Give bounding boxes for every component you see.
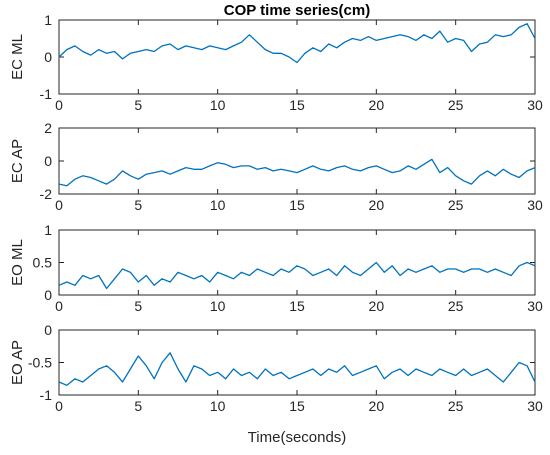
y-tick-label: 0 xyxy=(44,153,52,169)
x-tick-label: 25 xyxy=(448,298,464,314)
x-tick-label: 5 xyxy=(134,298,142,314)
plot-area xyxy=(58,229,536,296)
y-axis-label: EO AP xyxy=(9,340,26,385)
y-tick-label: -2 xyxy=(40,186,53,202)
plot-area xyxy=(58,19,536,95)
x-axis-label: Time(seconds) xyxy=(248,429,347,446)
x-tick-label: 15 xyxy=(289,298,305,314)
y-tick-label: 1 xyxy=(44,222,52,238)
series-line xyxy=(58,158,536,187)
x-tick-label: 30 xyxy=(527,398,543,414)
x-tick-label: 10 xyxy=(210,298,226,314)
x-tick-label: 20 xyxy=(369,298,385,314)
x-tick-label: 10 xyxy=(210,398,226,414)
plot-area xyxy=(58,329,536,396)
x-tick-label: 25 xyxy=(448,398,464,414)
x-tick-label: 20 xyxy=(369,197,385,213)
y-axis-label: EC AP xyxy=(9,139,26,183)
x-tick-label: 0 xyxy=(55,97,63,113)
y-axis-label: EO ML xyxy=(9,239,26,286)
x-tick-label: 0 xyxy=(55,197,63,213)
x-tick-label: 0 xyxy=(55,398,63,414)
y-tick-label: 0 xyxy=(44,49,52,65)
subplot-4: 0 5 10 15 20 25 30 -1 -0.5 0 EO AP xyxy=(9,322,543,414)
x-tick-label: 15 xyxy=(289,97,305,113)
y-tick-label: -1 xyxy=(40,86,53,102)
series-line xyxy=(58,261,536,290)
x-tick-label: 30 xyxy=(527,97,543,113)
y-tick-label: -0.5 xyxy=(28,355,52,371)
x-tick-label: 10 xyxy=(210,197,226,213)
y-tick-label: 2 xyxy=(44,120,52,136)
series-line xyxy=(58,352,536,386)
plot-area xyxy=(58,127,536,195)
x-tick-label: 20 xyxy=(369,398,385,414)
y-tick-label: -1 xyxy=(40,387,53,403)
subplot-3: 0 5 10 15 20 25 30 0 0.5 1 EO ML xyxy=(9,222,543,314)
x-tick-label: 10 xyxy=(210,97,226,113)
x-tick-label: 15 xyxy=(289,197,305,213)
x-tick-label: 30 xyxy=(527,197,543,213)
y-tick-label: 0 xyxy=(44,322,52,338)
x-tick-label: 25 xyxy=(448,197,464,213)
x-tick-label: 15 xyxy=(289,398,305,414)
chart-title: COP time series(cm) xyxy=(224,2,370,19)
y-tick-label: 0 xyxy=(44,287,52,303)
series-line xyxy=(58,23,536,64)
x-tick-label: 0 xyxy=(55,298,63,314)
x-tick-label: 5 xyxy=(134,398,142,414)
x-tick-label: 25 xyxy=(448,97,464,113)
x-tick-label: 5 xyxy=(134,97,142,113)
y-tick-label: 1 xyxy=(44,12,52,28)
y-tick-label: 0.5 xyxy=(33,255,53,271)
x-tick-label: 30 xyxy=(527,298,543,314)
x-tick-label: 20 xyxy=(369,97,385,113)
x-tick-label: 5 xyxy=(134,197,142,213)
y-axis-label: EC ML xyxy=(9,34,26,80)
